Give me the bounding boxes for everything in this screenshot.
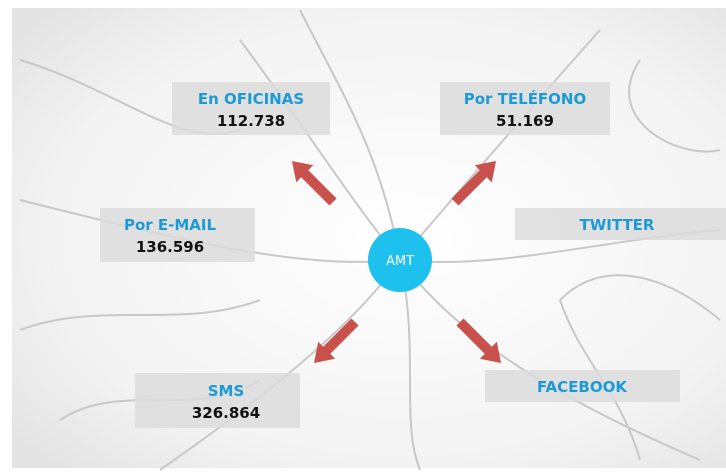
- node-value: 112.738: [217, 112, 285, 130]
- node-label: Por TELÉFONO: [464, 89, 587, 108]
- node-label: SMS: [208, 382, 245, 400]
- node-label: Por E-MAIL: [124, 216, 217, 234]
- node-label: FACEBOOK: [537, 378, 628, 396]
- node-label: En OFICINAS: [198, 90, 304, 108]
- node-value: 326.864: [192, 404, 260, 422]
- node-label: TWITTER: [580, 216, 655, 234]
- diagram: AMT En OFICINAS 112.738 Por TELÉFONO 51.…: [0, 0, 726, 476]
- node-value: 136.596: [136, 238, 204, 256]
- node-value: 51.169: [496, 112, 554, 130]
- center-label: AMT: [386, 254, 414, 269]
